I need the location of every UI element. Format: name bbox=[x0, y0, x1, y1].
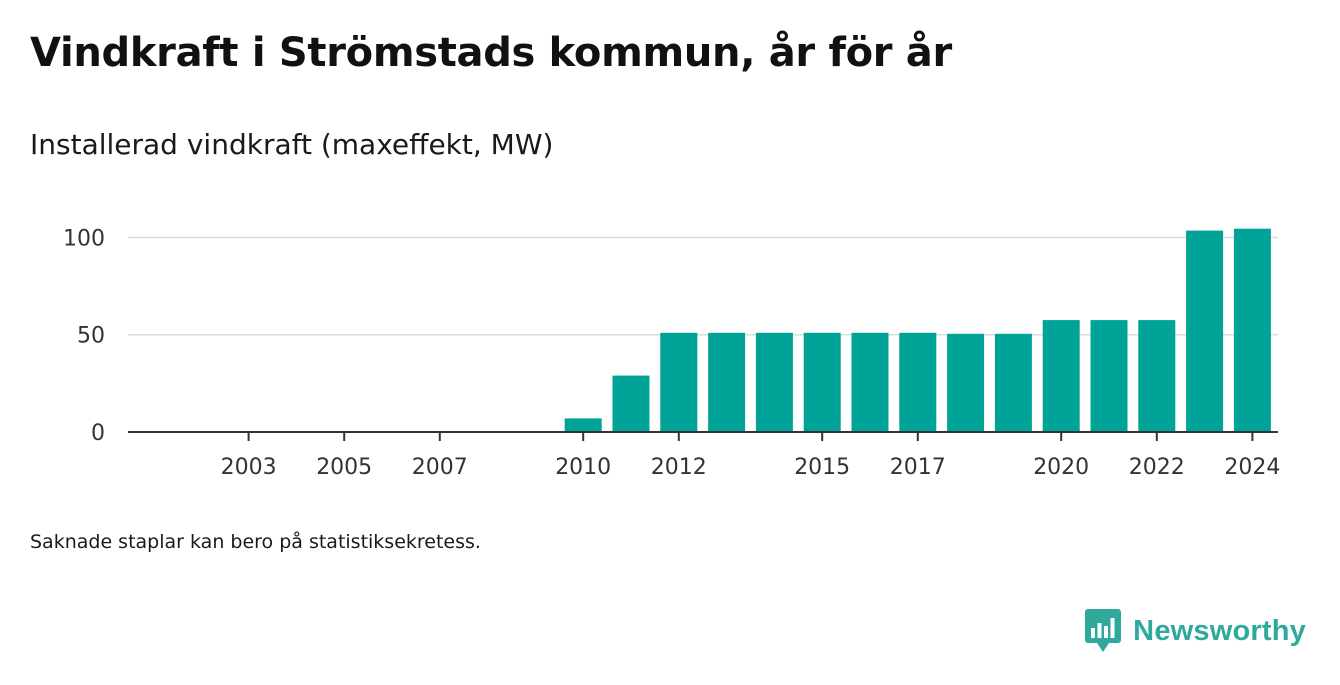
x-axis bbox=[128, 431, 1278, 441]
bar-2013 bbox=[708, 332, 746, 432]
x-axis-labels: 2003 2005 2007 2010 2012 2015 2017 2020 2022 2024 bbox=[221, 455, 1281, 480]
x-tick-label: 2007 bbox=[412, 455, 468, 480]
bar-2014 bbox=[755, 332, 793, 432]
x-tick-label: 2022 bbox=[1129, 455, 1185, 480]
bar-2023 bbox=[1186, 230, 1224, 432]
bar-2017 bbox=[899, 332, 937, 432]
bar-2011 bbox=[612, 375, 650, 432]
x-tick-label: 2017 bbox=[890, 455, 946, 480]
bar-2012 bbox=[660, 332, 698, 432]
x-tick-label: 2024 bbox=[1224, 455, 1280, 480]
x-tick-label: 2015 bbox=[794, 455, 850, 480]
y-tick-label: 50 bbox=[77, 324, 105, 349]
bar-2022 bbox=[1138, 320, 1176, 432]
brand-logo: Newsworthy bbox=[1085, 609, 1306, 652]
bar-2021 bbox=[1090, 320, 1128, 432]
grid-lines bbox=[128, 236, 1278, 336]
x-tick-label: 2003 bbox=[221, 455, 277, 480]
bar-2016 bbox=[851, 332, 889, 432]
footnote: Saknade staplar kan bero på statistiksek… bbox=[30, 531, 481, 553]
x-tick-label: 2012 bbox=[651, 455, 707, 480]
bar-2019 bbox=[994, 333, 1032, 432]
y-tick-label: 0 bbox=[91, 421, 105, 446]
y-tick-label: 100 bbox=[63, 226, 105, 251]
bar-2020 bbox=[1042, 320, 1080, 432]
y-axis-labels: 0 50 100 bbox=[63, 226, 105, 446]
x-tick-label: 2010 bbox=[555, 455, 611, 480]
bar-2010 bbox=[564, 418, 602, 432]
chart-subtitle: Installerad vindkraft (maxeffekt, MW) bbox=[30, 128, 554, 161]
bar-2018 bbox=[947, 333, 985, 432]
brand-name: Newsworthy bbox=[1133, 614, 1306, 647]
bars bbox=[564, 228, 1271, 432]
chart-title: Vindkraft i Strömstads kommun, år för år bbox=[30, 30, 952, 76]
x-tick-label: 2020 bbox=[1033, 455, 1089, 480]
x-tick-label: 2005 bbox=[316, 455, 372, 480]
bar-2015 bbox=[803, 332, 841, 432]
bar-chart-speech-bubble-icon bbox=[1085, 609, 1122, 652]
bar-2024 bbox=[1233, 228, 1271, 432]
